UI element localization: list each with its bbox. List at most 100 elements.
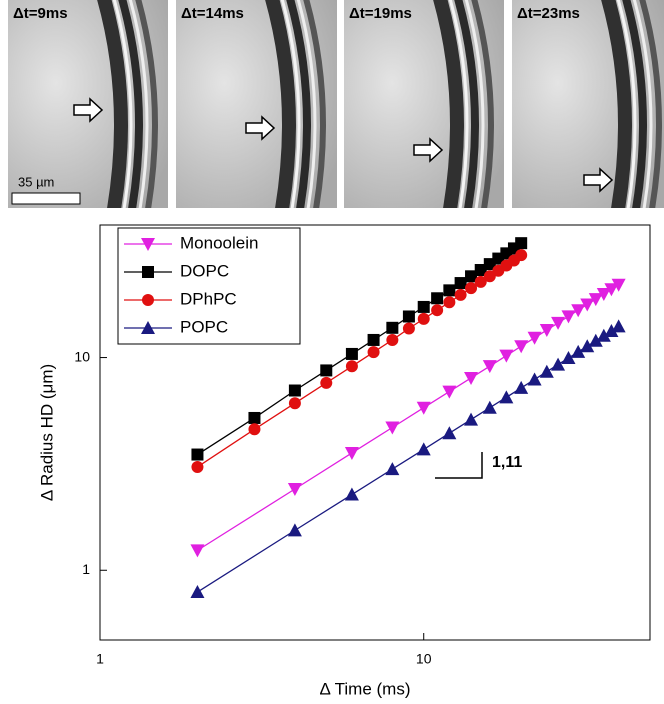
y-tick-label: 1 (82, 561, 90, 577)
scale-bar-label: 35 µm (18, 174, 54, 189)
panel: Δt=19ms (344, 0, 504, 208)
marker (551, 316, 566, 330)
membrane-band (112, 0, 133, 208)
marker (386, 321, 399, 334)
marker (443, 296, 456, 309)
legend-label: DPhPC (180, 289, 237, 308)
marker (454, 288, 467, 301)
x-tick-label: 10 (416, 651, 432, 667)
arrow (245, 115, 276, 141)
panel: Δt=14ms (176, 0, 337, 208)
marker (344, 487, 359, 501)
marker (464, 412, 479, 426)
marker (604, 323, 619, 337)
marker (141, 321, 155, 334)
series (190, 278, 626, 558)
x-tick-label: 1 (96, 651, 104, 667)
membrane-band (128, 0, 149, 208)
panel: Δt=23ms (512, 0, 664, 208)
panel-label: Δt=23ms (517, 5, 580, 22)
marker (588, 333, 603, 347)
marker (287, 523, 302, 537)
marker (465, 270, 478, 283)
membrane-band (265, 0, 296, 208)
marker (580, 298, 595, 312)
marker (499, 349, 514, 363)
marker (539, 324, 554, 338)
panel-label: Δt=19ms (349, 5, 412, 22)
series (191, 249, 528, 473)
marker (385, 421, 400, 435)
marker (142, 294, 154, 306)
marker (580, 339, 595, 353)
series (190, 319, 626, 599)
membrane-band (433, 0, 464, 208)
marker (527, 372, 542, 386)
marker (417, 312, 430, 325)
membrane-band (97, 0, 128, 208)
marker (604, 283, 619, 297)
marker (588, 293, 603, 307)
membrane-band (616, 0, 637, 208)
legend-label: Monoolein (180, 233, 258, 252)
marker (596, 328, 611, 342)
marker (367, 346, 380, 359)
marker (514, 340, 529, 354)
marker (465, 282, 478, 295)
arrow (413, 137, 444, 163)
series (191, 237, 528, 461)
marker (416, 401, 431, 415)
legend-label: DOPC (180, 261, 229, 280)
marker (402, 322, 415, 335)
marker (551, 357, 566, 371)
marker (141, 238, 155, 251)
scale-bar (11, 192, 81, 205)
marker (320, 364, 333, 377)
slope-mark (435, 452, 483, 479)
marker (345, 360, 358, 373)
marker (385, 462, 400, 476)
chart: 1 10 1 10 Δ Time (ms) Δ Radius HD (μm) Monoole… (37, 224, 651, 698)
marker (514, 380, 529, 394)
membrane-band (632, 0, 653, 208)
marker (561, 310, 576, 324)
marker (288, 397, 301, 410)
membrane-band (135, 0, 158, 208)
membrane-band (118, 0, 143, 208)
marker (416, 442, 431, 456)
marker (442, 426, 457, 440)
marker (345, 347, 358, 360)
marker (288, 384, 301, 397)
marker (442, 385, 457, 399)
membrane-band (464, 0, 485, 208)
membrane-band (286, 0, 311, 208)
marker (474, 264, 487, 277)
marker (344, 446, 359, 460)
marker (596, 288, 611, 302)
legend-label: POPC (180, 317, 228, 336)
marker (248, 411, 261, 424)
marker (287, 483, 302, 497)
marker (515, 249, 528, 262)
marker (386, 333, 399, 346)
arrow (73, 97, 104, 123)
marker (431, 292, 444, 305)
marker (482, 400, 497, 414)
panel-label: Δt=9ms (13, 5, 68, 22)
marker (474, 275, 487, 288)
panel-label: Δt=14ms (181, 5, 244, 22)
marker (482, 360, 497, 374)
marker (571, 344, 586, 358)
marker (190, 585, 205, 599)
marker (515, 237, 528, 250)
y-axis-label: Δ Radius HD (μm) (37, 364, 56, 501)
marker (142, 266, 154, 278)
arrow (583, 167, 614, 193)
micrographs: Δt=9ms Δt=14ms Δt=19ms Δt=23ms 35 µm (8, 0, 664, 208)
marker (464, 371, 479, 385)
membrane-band (454, 0, 479, 208)
marker (190, 544, 205, 558)
marker (443, 284, 456, 297)
